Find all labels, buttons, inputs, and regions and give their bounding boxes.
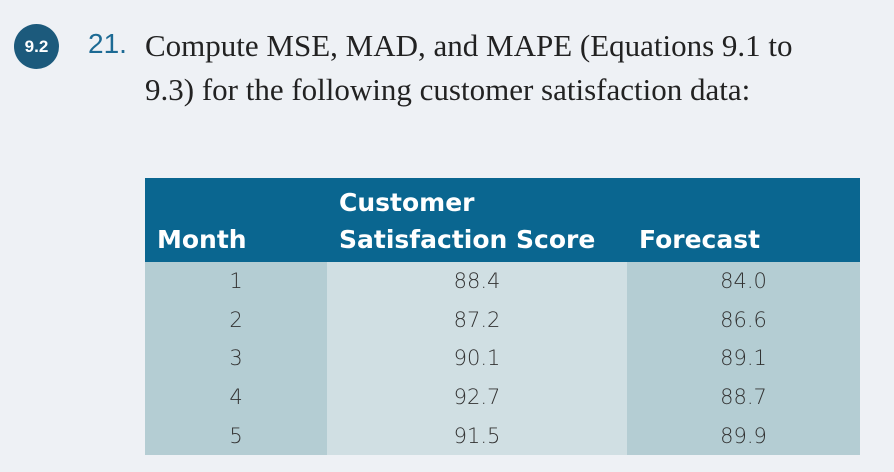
table-column: 1 2 3 4 5 [145,262,327,455]
problem-text: Compute MSE, MAD, and MAPE (Equations 9.… [145,28,793,107]
table-cell: 2 [229,307,243,332]
table-cell: 4 [229,385,243,410]
table-cell: 1 [229,269,243,294]
table-cell: 88.4 [453,269,501,294]
table-cell: 88.7 [720,385,767,410]
table-cell: 92.7 [453,385,501,410]
table-cell: 86.6 [720,307,767,332]
table-cell: 84.0 [720,269,767,294]
table-cell: 3 [229,346,243,371]
column-header: Month [157,225,247,254]
table-body: 1 2 3 4 5 88.4 87.2 90.1 92.7 91.5 84.0 86.6 89.1 88.… [145,262,860,455]
table-header: Month Customer Satisfaction Score Forecast [145,178,860,262]
column-header: Customer Satisfaction Score [339,188,596,254]
data-table: Month Customer Satisfaction Score Forecast… [145,178,860,455]
table-cell: 87.2 [453,307,501,332]
table-cell: 89.1 [720,346,767,371]
table-column: 84.0 86.6 89.1 88.7 89.9 [627,262,860,455]
table-cell: 90.1 [453,346,501,371]
table-column: 88.4 87.2 90.1 92.7 91.5 [327,262,627,455]
problem-number: 21. [88,28,127,59]
table-cell: 91.5 [453,423,501,448]
column-header: Forecast [639,225,761,254]
table-cell: 89.9 [720,423,767,448]
table-cell: 5 [229,423,243,448]
section-badge: 9.2 [14,24,59,69]
